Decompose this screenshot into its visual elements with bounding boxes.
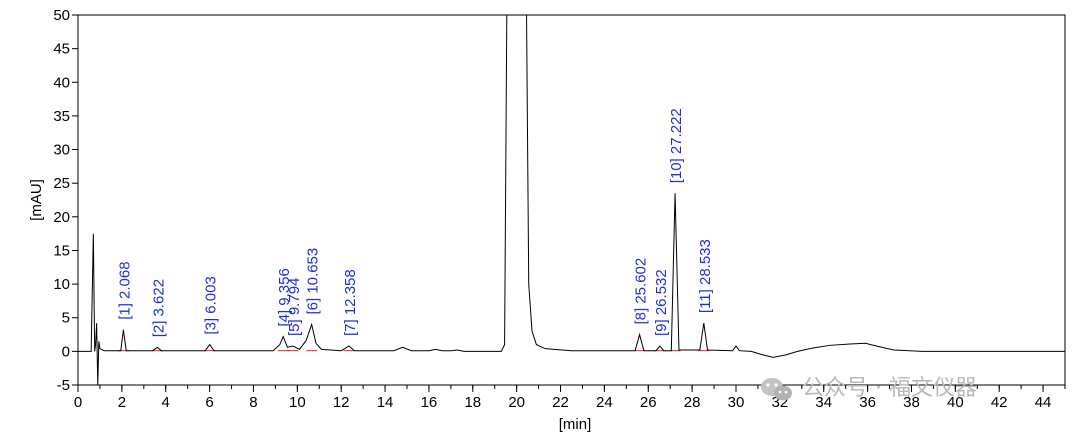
x-tick-label: 12	[333, 394, 350, 411]
y-tick-label: 20	[53, 209, 70, 226]
y-tick-label: -5	[57, 377, 70, 394]
peak-label: [11] 28.533	[697, 239, 714, 313]
x-tick-label: 0	[74, 394, 82, 411]
peak-label: [8] 25.602	[633, 258, 650, 325]
peak-label: [1] 2.068	[116, 261, 133, 319]
x-tick-label: 8	[249, 394, 257, 411]
y-axis-title: [mAU]	[28, 179, 45, 221]
y-tick-label: 45	[53, 41, 70, 58]
peak-labels: [1] 2.068 [2] 3.622 [3] 6.003 [4] 9.356[5] …	[116, 108, 713, 337]
peak-label: [4] 9.356	[276, 268, 293, 326]
peak-label: [5] 9.794	[286, 278, 303, 336]
y-tick-label: 40	[53, 74, 70, 91]
y-axis: -5 0 5 10 15 20 25 30 35 40 45 50	[53, 7, 78, 394]
watermark-text: 公众号 · 福文仪器	[802, 376, 977, 401]
x-tick-label: 22	[552, 394, 569, 411]
x-tick-label: 18	[464, 394, 481, 411]
y-tick-label: 25	[53, 175, 70, 192]
x-tick-label: 20	[508, 394, 525, 411]
peak-label: [6] 10.653	[305, 248, 322, 315]
x-tick-label: 40	[947, 394, 964, 411]
y-tick-label: 30	[53, 142, 70, 159]
peak-label: [2] 3.622	[150, 279, 167, 337]
x-tick-label: 42	[991, 394, 1008, 411]
peak-label: [7] 12.358	[342, 269, 359, 336]
y-tick-label: 35	[53, 108, 70, 125]
y-tick-label: 10	[53, 276, 70, 293]
x-tick-label: 36	[859, 394, 876, 411]
x-axis: 0 2 4 6 8 10 12 14 16 18 20 22 24 26 28 30 32 34 36 38 40 42 4…	[74, 385, 1066, 411]
y-tick-label: 5	[62, 310, 70, 327]
x-tick-label: 4	[162, 394, 170, 411]
x-tick-label: 14	[377, 394, 394, 411]
x-axis-title: [min]	[559, 416, 592, 433]
wechat-icon	[761, 378, 792, 401]
watermark: 公众号 · 福文仪器	[761, 376, 977, 401]
y-tick-label: 15	[53, 242, 70, 259]
x-tick-label: 34	[815, 394, 832, 411]
chromatogram-trace	[78, 14, 1065, 386]
x-tick-label: 10	[289, 394, 306, 411]
x-tick-label: 2	[118, 394, 126, 411]
peak-label: [10] 27.222	[668, 108, 685, 183]
plot-frame	[77, 14, 1066, 386]
x-tick-label: 30	[728, 394, 745, 411]
peak-label: [3] 6.003	[203, 276, 220, 334]
x-tick-label: 28	[684, 394, 701, 411]
x-tick-label: 44	[1035, 394, 1052, 411]
y-tick-label: 50	[53, 7, 70, 24]
x-tick-label: 38	[903, 394, 920, 411]
peak-label: [9] 26.532	[653, 269, 670, 336]
y-tick-label: 0	[62, 343, 70, 360]
x-tick-label: 6	[205, 394, 213, 411]
x-tick-label: 24	[596, 394, 613, 411]
x-tick-label: 26	[640, 394, 657, 411]
x-tick-label: 16	[421, 394, 438, 411]
